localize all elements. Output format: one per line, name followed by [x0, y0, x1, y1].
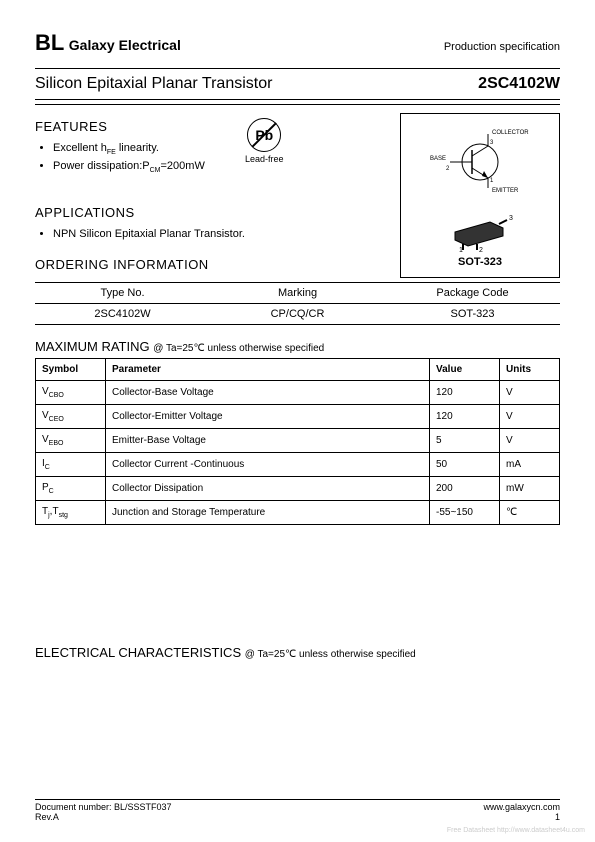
table-row: PCCollector Dissipation200mW [36, 477, 560, 501]
ordering-table: Type No. Marking Package Code 2SC4102W C… [35, 282, 560, 325]
prod-spec: Production specification [444, 41, 560, 53]
ordering-heading: ORDERING INFORMATION [35, 257, 390, 272]
cell-unit: V [500, 429, 560, 453]
leadfree-icon: Pb [247, 118, 281, 152]
package-outline-icon: 1 2 3 [435, 202, 525, 252]
leadfree-badge: Pb Lead-free [245, 118, 284, 164]
max-rating-heading: MAXIMUM RATING @ Ta=25℃ unless otherwise… [35, 339, 560, 354]
svg-text:1: 1 [490, 178, 494, 184]
cell-param: Collector-Base Voltage [106, 381, 430, 405]
header: BL Galaxy Electrical Production specific… [35, 30, 560, 56]
application-item: NPN Silicon Epitaxial Planar Transistor. [53, 226, 390, 244]
cell-symbol: IC [36, 453, 106, 477]
svg-text:BASE: BASE [430, 156, 446, 162]
package-diagram-box: COLLECTOR BASE EMITTER 2 3 1 1 2 3 SOT-3… [400, 113, 560, 278]
table-row: Tj,TstgJunction and Storage Temperature-… [36, 501, 560, 525]
electrical-condition: @ Ta=25℃ unless otherwise specified [245, 649, 416, 660]
th-value: Value [430, 359, 500, 381]
th-symbol: Symbol [36, 359, 106, 381]
footer-left: Document number: BL/SSSTF037 Rev.A [35, 802, 172, 822]
cell-param: Junction and Storage Temperature [106, 501, 430, 525]
transistor-schematic-icon: COLLECTOR BASE EMITTER 2 3 1 [410, 122, 550, 202]
ordering-cell: CP/CQ/CR [210, 308, 385, 320]
applications-heading: APPLICATIONS [35, 205, 390, 220]
cell-unit: V [500, 381, 560, 405]
cell-unit: V [500, 405, 560, 429]
svg-text:2: 2 [479, 247, 483, 252]
ordering-data-row: 2SC4102W CP/CQ/CR SOT-323 [35, 304, 560, 325]
th-units: Units [500, 359, 560, 381]
cell-value: -55~150 [430, 501, 500, 525]
cell-param: Collector-Emitter Voltage [106, 405, 430, 429]
ordering-col: Package Code [385, 287, 560, 299]
part-number: 2SC4102W [478, 75, 560, 93]
applications-list: NPN Silicon Epitaxial Planar Transistor. [35, 226, 390, 244]
max-rating-condition: @ Ta=25℃ unless otherwise specified [153, 343, 324, 354]
table-row: VCBOCollector-Base Voltage120V [36, 381, 560, 405]
revision: Rev.A [35, 812, 172, 822]
max-rating-title: MAXIMUM RATING [35, 339, 150, 354]
url: www.galaxycn.com [483, 802, 560, 812]
cell-symbol: Tj,Tstg [36, 501, 106, 525]
svg-text:COLLECTOR: COLLECTOR [492, 130, 529, 136]
left-column: FEATURES Excellent hFE linearity. Power … [35, 113, 390, 278]
table-header-row: Symbol Parameter Value Units [36, 359, 560, 381]
table-row: VCEOCollector-Emitter Voltage120V [36, 405, 560, 429]
title-bar: Silicon Epitaxial Planar Transistor 2SC4… [35, 68, 560, 100]
ordering-header-row: Type No. Marking Package Code [35, 282, 560, 304]
cell-unit: ℃ [500, 501, 560, 525]
features-heading: FEATURES [35, 119, 390, 134]
ordering-cell: SOT-323 [385, 308, 560, 320]
svg-text:3: 3 [509, 215, 513, 222]
package-label: SOT-323 [409, 256, 551, 268]
doc-number: Document number: BL/SSSTF037 [35, 802, 172, 812]
electrical-heading: ELECTRICAL CHARACTERISTICS @ Ta=25℃ unle… [35, 645, 560, 660]
leadfree-label: Lead-free [245, 154, 284, 164]
table-row: VEBOEmitter-Base Voltage5V [36, 429, 560, 453]
max-rating-table: Symbol Parameter Value Units VCBOCollect… [35, 358, 560, 525]
electrical-title: ELECTRICAL CHARACTERISTICS [35, 645, 241, 660]
cell-value: 200 [430, 477, 500, 501]
svg-text:EMITTER: EMITTER [492, 188, 519, 194]
th-parameter: Parameter [106, 359, 430, 381]
watermark: Free Datasheet http://www.datasheet4u.co… [447, 827, 585, 834]
cell-symbol: VCEO [36, 405, 106, 429]
feature-item: Power dissipation:PCM=200mW [53, 158, 390, 176]
footer-right: www.galaxycn.com 1 [483, 802, 560, 822]
cell-value: 50 [430, 453, 500, 477]
cell-value: 5 [430, 429, 500, 453]
table-row: ICCollector Current -Continuous50mA [36, 453, 560, 477]
cell-param: Collector Current -Continuous [106, 453, 430, 477]
ordering-cell: 2SC4102W [35, 308, 210, 320]
cell-symbol: VEBO [36, 429, 106, 453]
svg-text:3: 3 [490, 140, 494, 146]
svg-text:2: 2 [446, 166, 450, 172]
title-left: Silicon Epitaxial Planar Transistor [35, 75, 272, 93]
cell-param: Emitter-Base Voltage [106, 429, 430, 453]
feature-item: Excellent hFE linearity. [53, 140, 390, 158]
cell-value: 120 [430, 381, 500, 405]
cell-unit: mW [500, 477, 560, 501]
page-number: 1 [483, 812, 560, 822]
header-left: BL Galaxy Electrical [35, 30, 181, 56]
svg-text:1: 1 [459, 247, 463, 252]
footer: Document number: BL/SSSTF037 Rev.A www.g… [35, 799, 560, 822]
cell-unit: mA [500, 453, 560, 477]
company-name: Galaxy Electrical [69, 37, 181, 53]
cell-param: Collector Dissipation [106, 477, 430, 501]
logo: BL [35, 30, 64, 55]
content-row: FEATURES Excellent hFE linearity. Power … [35, 113, 560, 278]
cell-symbol: PC [36, 477, 106, 501]
features-list: Excellent hFE linearity. Power dissipati… [35, 140, 390, 177]
cell-value: 120 [430, 405, 500, 429]
cell-symbol: VCBO [36, 381, 106, 405]
ordering-col: Type No. [35, 287, 210, 299]
ordering-col: Marking [210, 287, 385, 299]
